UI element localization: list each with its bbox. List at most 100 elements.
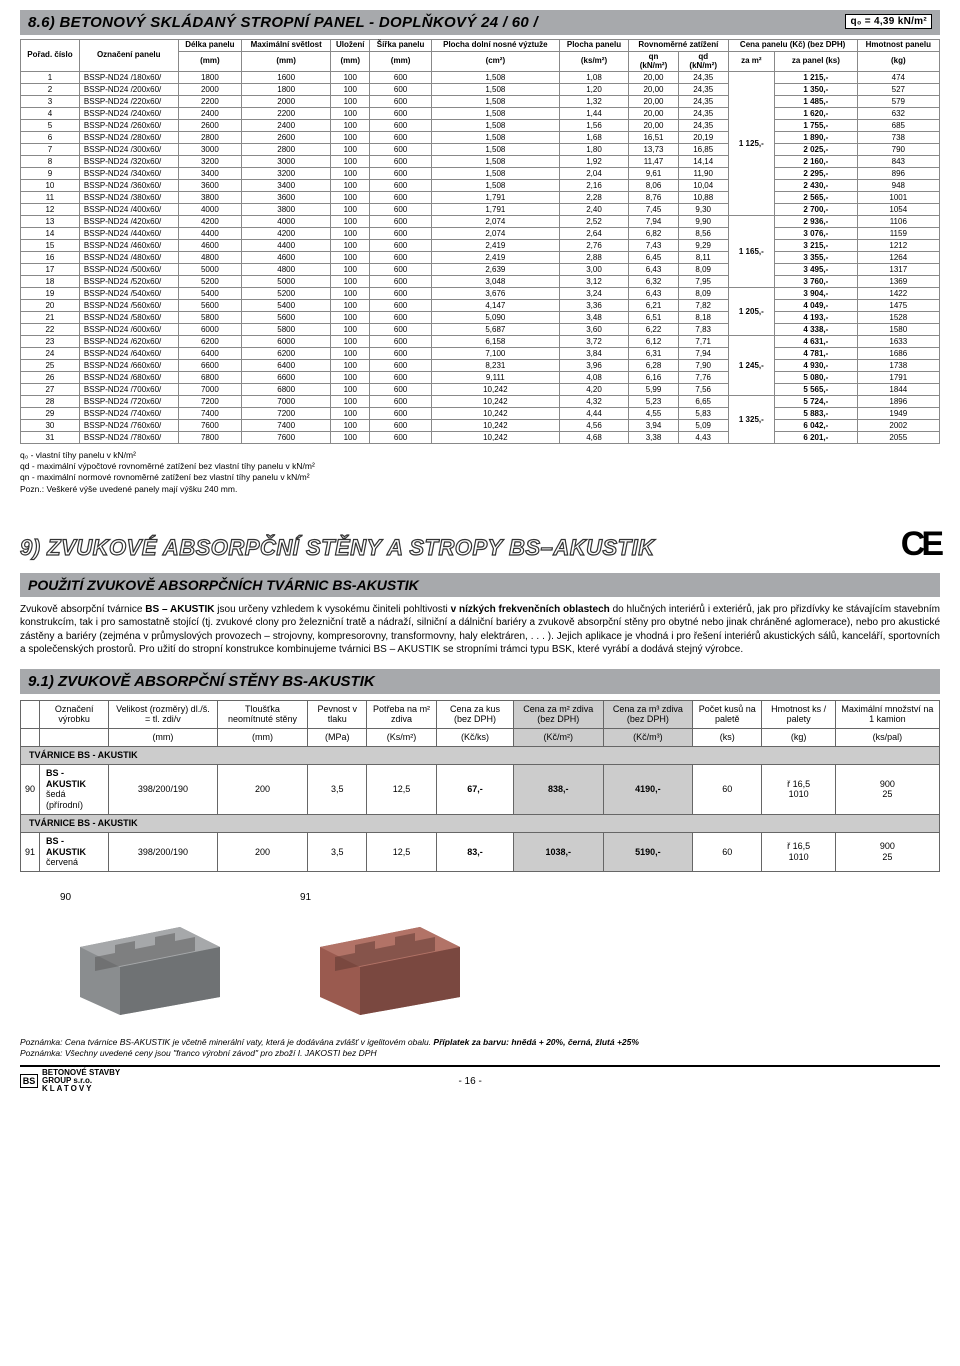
q0-label: q₀ = 4,39 kN/m² — [845, 14, 932, 29]
ah-pocet: Počet kusů na paletě — [693, 700, 762, 729]
unit-mm2: (mm) — [242, 51, 331, 72]
table-row: 2BSSP-ND24 /200x60/200018001006001,5081,… — [21, 84, 940, 96]
table-row: 3BSSP-ND24 /220x60/220020001006001,5081,… — [21, 96, 940, 108]
ah-blank — [21, 700, 40, 729]
footer-logo: BS BETONOVÉ STAVBY GROUP s.r.o. KLATOVY — [20, 1069, 120, 1093]
hdr-plocha-panelu: Plocha panelu — [559, 40, 628, 52]
section-91-bar: 9.1) ZVUKOVĚ ABSORPČNÍ STĚNY BS-AKUSTIK — [20, 669, 940, 694]
panel-table-body: 1BSSP-ND24 /180x60/180016001006001,5081,… — [21, 72, 940, 444]
hdr-svetlost: Maximální světlost — [242, 40, 331, 52]
akustik-group-header: TVÁRNICE BS - AKUSTIK — [21, 746, 940, 764]
section-86-title-bar: 8.6) BETONOVÝ SKLÁDANÝ STROPNÍ PANEL - D… — [20, 10, 940, 35]
table-row: 18BSSP-ND24 /520x60/520050001006003,0483… — [21, 276, 940, 288]
brick-91-wrap: 91 — [300, 892, 480, 1017]
body-text: Zvukově absorpční tvárnice BS – AKUSTIK … — [20, 603, 940, 657]
ah-potreba: Potřeba na m² zdiva — [367, 700, 437, 729]
ah-velikost: Velikost (rozměry) dl./š. = tl. zdi/v — [109, 700, 217, 729]
hdr-zatizeni: Rovnoměrné zatížení — [629, 40, 728, 52]
unit-cm2: (cm²) — [431, 51, 559, 72]
brick-91-num: 91 — [300, 892, 480, 903]
akustik-group-header: TVÁRNICE BS - AKUSTIK — [21, 814, 940, 832]
footnote-3: qn - maximální normové rovnoměrné zatíže… — [20, 472, 940, 483]
table-row: 7BSSP-ND24 /300x60/300028001006001,5081,… — [21, 144, 940, 156]
brick-90-wrap: 90 — [60, 892, 240, 1017]
hdr-zam2: za m² — [728, 51, 775, 72]
unit-mm3: (mm) — [331, 51, 370, 72]
hdr-plocha-vyztuze: Plocha dolní nosné výztuže — [431, 40, 559, 52]
table-row: 27BSSP-ND24 /700x60/7000680010060010,242… — [21, 384, 940, 396]
hdr-oznaceni: Označení panelu — [79, 40, 178, 72]
table-row: 20BSSP-ND24 /560x60/560054001006004,1473… — [21, 300, 940, 312]
table-row: 16BSSP-ND24 /480x60/480046001006002,4192… — [21, 252, 940, 264]
page-number: - 16 - — [458, 1076, 481, 1087]
hdr-cena: Cena panelu (Kč) (bez DPH) — [728, 40, 857, 52]
footnote-2: qd - maximální výpočtové rovnoměrné zatí… — [20, 461, 940, 472]
ah-cena-m3: Cena za m³ zdiva (bez DPH) — [603, 700, 693, 729]
table-row: 19BSSP-ND24 /540x60/540052001006003,6763… — [21, 288, 940, 300]
footer: BS BETONOVÉ STAVBY GROUP s.r.o. KLATOVY … — [20, 1065, 940, 1093]
hdr-sirka: Šířka panelu — [370, 40, 432, 52]
au-mm: (mm) — [109, 729, 217, 747]
table-row: 11BSSP-ND24 /380x60/380036001006001,7912… — [21, 192, 940, 204]
footnotes: q₀ - vlastní tíhy panelu v kN/m² qd - ma… — [20, 450, 940, 494]
table-row: 13BSSP-ND24 /420x60/420040001006002,0742… — [21, 216, 940, 228]
table-row: 5BSSP-ND24 /260x60/260024001006001,5081,… — [21, 120, 940, 132]
au-kg: (kg) — [762, 729, 835, 747]
hdr-delka: Délka panelu — [178, 40, 242, 52]
table-row: 17BSSP-ND24 /500x60/500048001006002,6393… — [21, 264, 940, 276]
bs-logo-box: BS — [20, 1074, 38, 1088]
brick-90-num: 90 — [60, 892, 240, 903]
au-mm2: (mm) — [217, 729, 308, 747]
hdr-zapanel: za panel (ks) — [775, 51, 858, 72]
table-row: 31BSSP-ND24 /780x60/7800760010060010,242… — [21, 432, 940, 444]
ah-cena-kus: Cena za kus (bez DPH) — [437, 700, 514, 729]
footer-logo-text: BETONOVÉ STAVBY GROUP s.r.o. KLATOVY — [42, 1069, 120, 1093]
ah-pevnost: Pevnost v tlaku — [308, 700, 367, 729]
akustik-row: 90BS - AKUSTIKšedá (přírodní)398/200/190… — [21, 764, 940, 814]
hdr-qn: qn(kN/m²) — [629, 51, 679, 72]
table-row: 25BSSP-ND24 /660x60/660064001006008,2313… — [21, 360, 940, 372]
table-row: 30BSSP-ND24 /760x60/7600740010060010,242… — [21, 420, 940, 432]
table-row: 24BSSP-ND24 /640x60/640062001006007,1003… — [21, 348, 940, 360]
table-row: 26BSSP-ND24 /680x60/680066001006009,1114… — [21, 372, 940, 384]
akustik-table: Označení výrobku Velikost (rozměry) dl./… — [20, 700, 940, 873]
section-86-title: 8.6) BETONOVÝ SKLÁDANÝ STROPNÍ PANEL - D… — [28, 14, 538, 31]
unit-ksm2: (ks/m²) — [559, 51, 628, 72]
unit-mm4: (mm) — [370, 51, 432, 72]
table-row: 23BSSP-ND24 /620x60/620060001006006,1583… — [21, 336, 940, 348]
au-kspal: (ks/pal) — [835, 729, 939, 747]
brick-91-image — [300, 907, 480, 1017]
footnote-1: q₀ - vlastní tíhy panelu v kN/m² — [20, 450, 940, 461]
table-row: 21BSSP-ND24 /580x60/580056001006005,0903… — [21, 312, 940, 324]
hdr-qd: qd(kN/m²) — [678, 51, 728, 72]
unit-kg: (kg) — [857, 51, 939, 72]
unit-mm1: (mm) — [178, 51, 242, 72]
notes-block: Poznámka: Cena tvárnice BS-AKUSTIK je vč… — [20, 1037, 940, 1059]
ah-hmotnost: Hmotnost ks / palety — [762, 700, 835, 729]
ah-oznaceni: Označení výrobku — [40, 700, 109, 729]
table-row: 1BSSP-ND24 /180x60/180016001006001,5081,… — [21, 72, 940, 84]
ah-cena-m2: Cena za m² zdiva (bez DPH) — [514, 700, 604, 729]
au-kcm3: (Kč/m³) — [603, 729, 693, 747]
table-row: 22BSSP-ND24 /600x60/600058001006005,6873… — [21, 324, 940, 336]
ce-mark: CE — [901, 525, 940, 564]
brick-90-image — [60, 907, 240, 1017]
hdr-ulozeni: Uložení — [331, 40, 370, 52]
panel-table-head: Pořad. číslo Označení panelu Délka panel… — [21, 40, 940, 72]
table-row: 4BSSP-ND24 /240x60/240022001006001,5081,… — [21, 108, 940, 120]
table-row: 6BSSP-ND24 /280x60/280026001006001,5081,… — [21, 132, 940, 144]
hdr-porad: Pořad. číslo — [21, 40, 80, 72]
ah-tloustka: Tloušťka neomítnuté stěny — [217, 700, 308, 729]
section-9-title: 9) ZVUKOVÉ ABSORPČNÍ STĚNY A STROPY BS–A… — [20, 535, 655, 561]
table-row: 14BSSP-ND24 /440x60/440042001006002,0742… — [21, 228, 940, 240]
table-row: 10BSSP-ND24 /360x60/360034001006001,5082… — [21, 180, 940, 192]
table-row: 29BSSP-ND24 /740x60/7400720010060010,242… — [21, 408, 940, 420]
sub-pouziti-bar: POUŽITÍ ZVUKOVĚ ABSORPČNÍCH TVÁRNIC BS-A… — [20, 573, 940, 597]
table-row: 15BSSP-ND24 /460x60/460044001006002,4192… — [21, 240, 940, 252]
au-kcks: (Kč/ks) — [437, 729, 514, 747]
table-row: 12BSSP-ND24 /400x60/400038001006001,7912… — [21, 204, 940, 216]
akustik-tbody: TVÁRNICE BS - AKUSTIK90BS - AKUSTIKšedá … — [21, 746, 940, 871]
au-ks: (ks) — [693, 729, 762, 747]
table-row: 28BSSP-ND24 /720x60/7200700010060010,242… — [21, 396, 940, 408]
footnote-4: Pozn.: Veškeré výše uvedené panely mají … — [20, 484, 940, 495]
